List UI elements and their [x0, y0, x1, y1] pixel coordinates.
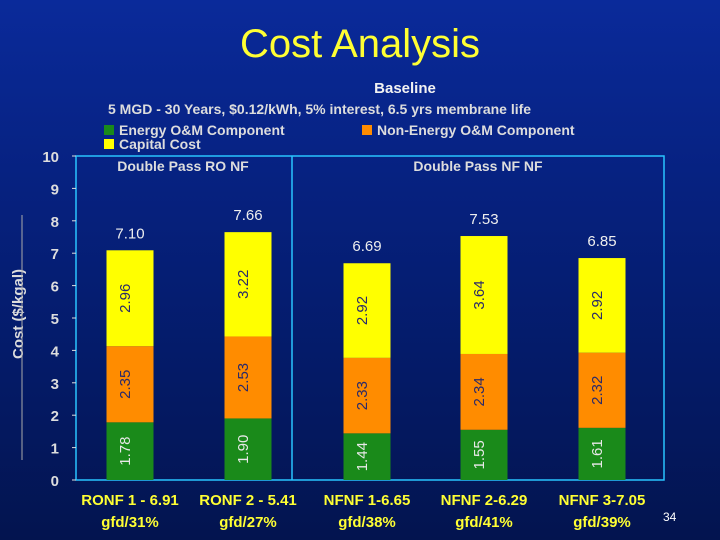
y-tick-label: 4 [51, 343, 60, 360]
group-label-nfnf: Double Pass NF NF [413, 158, 543, 174]
x-category-sublabel: gfd/31% [101, 514, 159, 531]
x-category-sublabel: gfd/39% [573, 514, 631, 531]
bar-segment-nonenergy [460, 353, 508, 430]
y-tick-label: 3 [51, 376, 59, 393]
bar-segment-energy [578, 427, 626, 480]
bar-segment-nonenergy [224, 336, 272, 419]
bar-segment-label: 1.61 [589, 439, 606, 468]
y-tick-label: 0 [51, 473, 59, 490]
bar-segment-capital [578, 258, 626, 353]
group-label-ronf: Double Pass RO NF [117, 158, 249, 174]
page-number: 34 [663, 510, 677, 524]
y-tick-label: 9 [51, 181, 59, 198]
bar-segment-label: 1.90 [235, 435, 252, 464]
y-tick-label: 8 [51, 214, 59, 231]
bar-segment-label: 3.22 [235, 270, 252, 299]
legend-energy-label: Energy O&M Component [119, 122, 285, 138]
slide-title: Cost Analysis [239, 22, 481, 66]
bar-segment-nonenergy [343, 357, 391, 434]
x-category-label: RONF 2 - 5.41 [199, 492, 297, 509]
bar-segment-label: 2.53 [235, 363, 252, 392]
y-tick-label: 5 [51, 311, 59, 328]
bar-segment-label: 2.92 [354, 296, 371, 325]
bar-segment-nonenergy [106, 346, 154, 423]
x-category-label: NFNF 2-6.29 [441, 492, 528, 509]
x-category-label: RONF 1 - 6.91 [81, 492, 179, 509]
bar-segment-capital [343, 263, 391, 358]
y-tick-label: 10 [42, 149, 59, 166]
bar-segment-label: 2.32 [589, 376, 606, 405]
x-category-label: NFNF 3-7.05 [559, 492, 646, 509]
bar-segment-label: 2.35 [117, 370, 134, 399]
legend-nonenergy: Non-Energy O&M Component [362, 122, 575, 138]
bar-segment-capital [106, 250, 154, 347]
y-tick-label: 6 [51, 279, 59, 296]
bar-total-label: 6.85 [587, 233, 616, 250]
bar-total-label: 7.53 [469, 211, 498, 228]
y-tick-label: 2 [51, 408, 59, 425]
legend-capital-label: Capital Cost [119, 136, 201, 152]
bar-segment-label: 1.44 [354, 442, 371, 471]
legend-energy: Energy O&M Component [104, 122, 285, 138]
bar-segment-label: 2.33 [354, 381, 371, 410]
bar-segment-label: 1.55 [471, 440, 488, 469]
legend-nonenergy-swatch [362, 125, 372, 135]
bar-total-label: 7.66 [233, 207, 262, 224]
y-tick-label: 1 [51, 441, 59, 458]
legend-capital: Capital Cost [104, 136, 201, 152]
legend-nonenergy-label: Non-Energy O&M Component [377, 122, 575, 138]
legend-capital-swatch [104, 139, 114, 149]
bar-segment-label: 2.34 [471, 377, 488, 406]
bar-segment-nonenergy [578, 352, 626, 428]
bar-total-label: 7.10 [115, 225, 144, 242]
legend-energy-swatch [104, 125, 114, 135]
x-category-sublabel: gfd/41% [455, 514, 513, 531]
y-tick-label: 7 [51, 246, 59, 263]
bar-segment-label: 3.64 [471, 280, 488, 309]
bar-segment-energy [224, 418, 272, 480]
bar-segment-label: 1.78 [117, 437, 134, 466]
bar-segment-label: 2.92 [589, 291, 606, 320]
x-category-sublabel: gfd/27% [219, 514, 277, 531]
bar-segment-energy [460, 429, 508, 480]
bar-total-label: 6.69 [352, 238, 381, 255]
bar-segment-capital [224, 232, 272, 337]
bar-segment-energy [343, 433, 391, 480]
chart-parameters: 5 MGD - 30 Years, $0.12/kWh, 5% interest… [108, 101, 532, 117]
x-category-label: NFNF 1-6.65 [324, 492, 411, 509]
chart-subtitle: Baseline [374, 80, 436, 97]
y-axis-title: Cost ($/kgal) [10, 269, 27, 359]
x-category-sublabel: gfd/38% [338, 514, 396, 531]
bar-segment-capital [460, 236, 508, 354]
bar-segment-energy [106, 422, 154, 480]
bar-segment-label: 2.96 [117, 284, 134, 313]
